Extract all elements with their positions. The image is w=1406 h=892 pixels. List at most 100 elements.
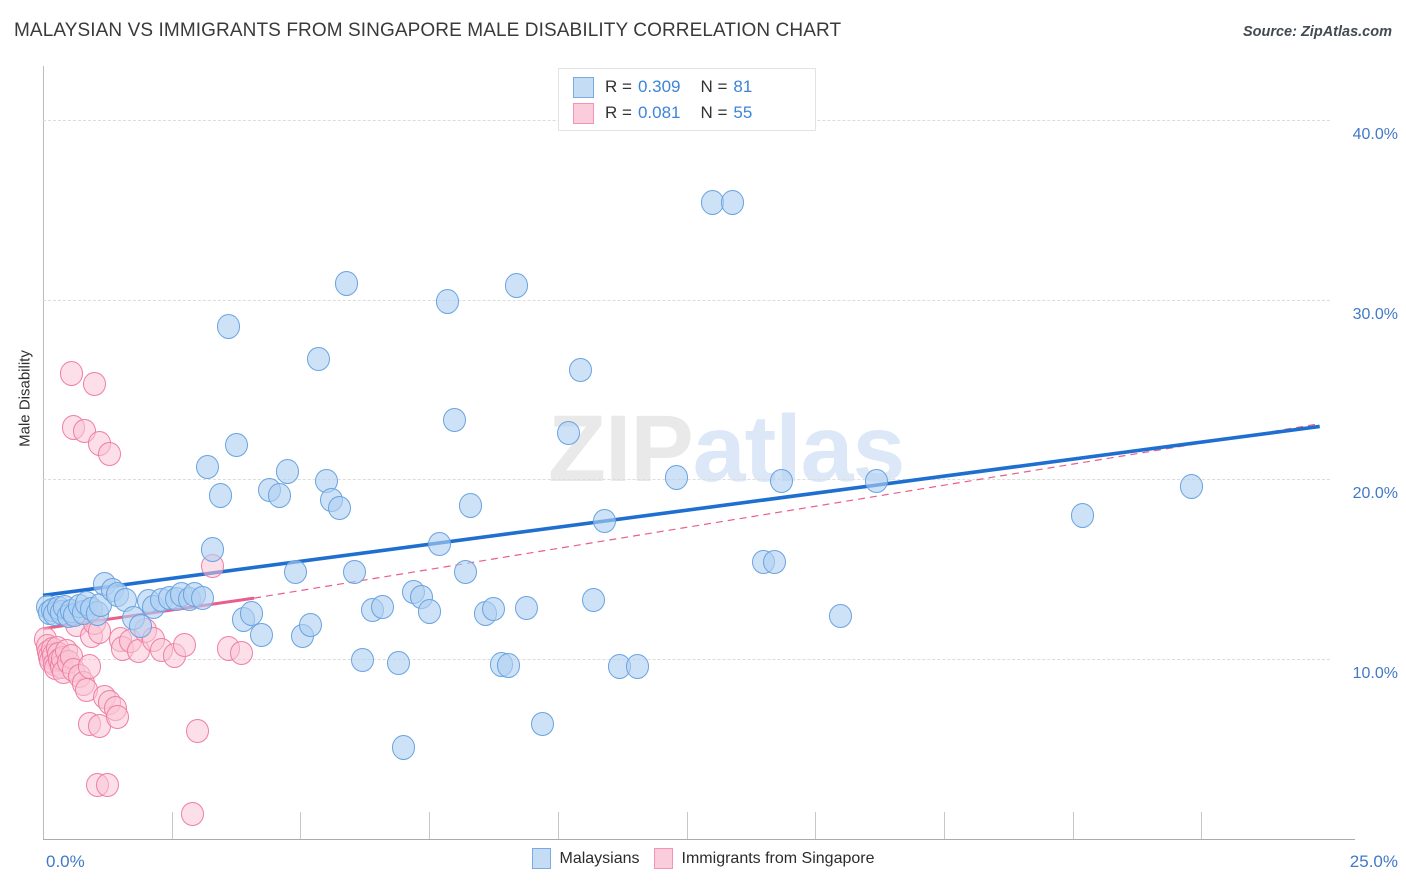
x-axis-tick [1201, 812, 1203, 839]
data-point[interactable] [239, 601, 263, 626]
blue-trendline [42, 424, 1320, 598]
legend-r-label-2: R = [605, 103, 632, 122]
x-axis-tick [429, 812, 431, 839]
data-point[interactable] [582, 587, 606, 613]
data-point[interactable] [700, 190, 724, 215]
data-point[interactable] [865, 469, 889, 494]
legend-r-label-1: R = [605, 77, 632, 96]
data-point[interactable] [391, 735, 415, 760]
x-axis-tick [686, 812, 688, 839]
legend-n-label-2: N = [700, 103, 728, 122]
legend-n-label-1: N = [700, 77, 728, 96]
series-legend: Malaysians Immigrants from Singapore [0, 848, 1406, 869]
data-point[interactable] [327, 496, 351, 521]
data-point[interactable] [216, 314, 240, 339]
malaysians-swatch-icon [531, 848, 551, 869]
data-point[interactable] [721, 190, 745, 215]
immigrants-swatch-icon [653, 848, 673, 869]
data-point[interactable] [427, 531, 451, 557]
data-point[interactable] [515, 595, 539, 621]
y-axis-tick-label: 20.0% [1352, 485, 1398, 503]
legend-row-malaysians: R = 0.309 N = 81 [573, 74, 752, 100]
correlation-legend: R = 0.309 N = 81 R = 0.081 N = 55 [558, 68, 816, 131]
data-point[interactable] [299, 612, 323, 638]
data-point[interactable] [224, 433, 248, 458]
data-point[interactable] [268, 483, 292, 508]
data-point[interactable] [1071, 503, 1095, 528]
x-axis-tick [557, 812, 559, 839]
y-axis-tick-label: 40.0% [1352, 125, 1398, 143]
x-axis-line [43, 839, 1355, 840]
data-point[interactable] [556, 420, 580, 445]
legend-r-value-2: 0.081 [637, 103, 681, 122]
pink-swatch-icon [573, 102, 594, 124]
legend-r-value-1: 0.309 [637, 77, 681, 96]
data-point[interactable] [173, 632, 197, 658]
data-point[interactable] [770, 469, 794, 494]
x-axis-tick [815, 812, 817, 839]
legend-item-immigrants[interactable]: Immigrants from Singapore [653, 848, 875, 869]
data-point[interactable] [443, 407, 467, 433]
y-axis-tick-label: 30.0% [1352, 305, 1398, 323]
data-point[interactable] [762, 549, 786, 575]
x-axis-tick [171, 812, 173, 839]
data-point[interactable] [335, 271, 359, 296]
y-axis-title: Male Disability [16, 350, 34, 447]
x-axis-max-label: 25.0% [1349, 852, 1398, 871]
data-point[interactable] [1179, 474, 1203, 499]
data-point[interactable] [250, 622, 274, 648]
data-point[interactable] [569, 357, 593, 382]
data-point[interactable] [283, 559, 307, 585]
data-point[interactable] [77, 654, 101, 679]
data-point[interactable] [129, 613, 153, 639]
data-point[interactable] [481, 596, 505, 622]
data-point[interactable] [386, 650, 410, 675]
legend-n-value-1: 81 [733, 77, 753, 96]
gridline [43, 659, 1330, 661]
y-axis-line [43, 66, 44, 839]
data-point[interactable] [98, 442, 122, 467]
data-point[interactable] [371, 594, 395, 620]
data-point[interactable] [342, 559, 366, 585]
legend-item-malaysians[interactable]: Malaysians [531, 848, 640, 869]
data-point[interactable] [497, 653, 521, 678]
data-point[interactable] [626, 654, 650, 679]
data-point[interactable] [180, 801, 204, 827]
pink-trendline-dashed [253, 423, 1320, 599]
data-point[interactable] [453, 559, 477, 585]
legend-n-value-2: 55 [733, 103, 753, 122]
data-point[interactable] [417, 599, 441, 624]
data-point[interactable] [664, 465, 688, 490]
malaysians-legend-label: Malaysians [559, 849, 640, 867]
data-point[interactable] [592, 508, 616, 533]
x-axis-tick [1072, 812, 1074, 839]
source-attribution: Source: ZipAtlas.com [1242, 24, 1392, 40]
data-point[interactable] [530, 711, 554, 737]
data-point[interactable] [435, 289, 459, 314]
data-point[interactable] [276, 459, 300, 484]
data-point[interactable] [201, 537, 225, 562]
x-axis-tick [943, 812, 945, 839]
data-point[interactable] [229, 640, 253, 666]
immigrants-legend-label: Immigrants from Singapore [681, 849, 875, 867]
data-point[interactable] [196, 454, 220, 480]
legend-row-immigrants: R = 0.081 N = 55 [573, 100, 752, 126]
blue-swatch-icon [573, 76, 594, 98]
page-title: MALAYSIAN VS IMMIGRANTS FROM SINGAPORE M… [14, 20, 842, 41]
data-point[interactable] [458, 493, 482, 518]
data-point[interactable] [95, 772, 119, 798]
gridline [43, 299, 1330, 301]
data-point[interactable] [829, 603, 853, 629]
data-point[interactable] [505, 273, 529, 298]
data-point[interactable] [185, 718, 209, 744]
data-point[interactable] [82, 371, 106, 397]
data-point[interactable] [59, 361, 83, 386]
data-point[interactable] [306, 346, 330, 372]
x-axis-min-label: 0.0% [46, 852, 85, 871]
data-point[interactable] [350, 647, 374, 673]
data-point[interactable] [209, 483, 233, 508]
data-point[interactable] [106, 704, 130, 729]
data-point[interactable] [191, 585, 215, 611]
x-axis-tick [300, 812, 302, 839]
